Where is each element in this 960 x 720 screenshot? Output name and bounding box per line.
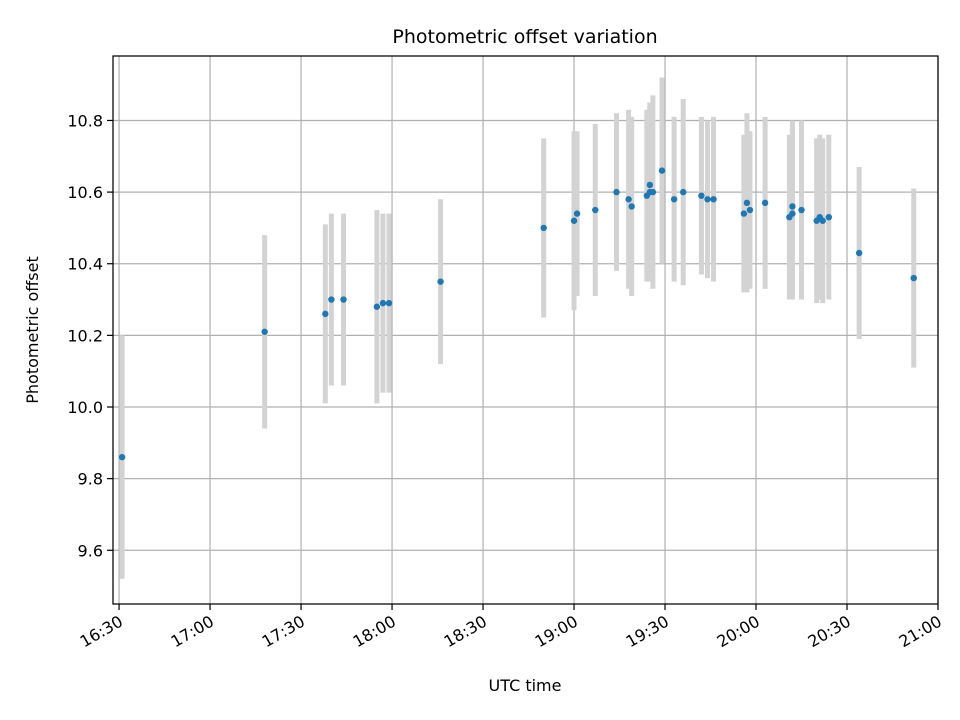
data-point xyxy=(789,203,796,210)
y-axis: 9.6 9.8 10.0 10.2 10.4 10.6 10.8 xyxy=(67,111,113,560)
data-point xyxy=(761,199,769,207)
plot-frame xyxy=(112,55,939,605)
data-point xyxy=(855,249,863,257)
data-point xyxy=(328,296,335,303)
data-points xyxy=(118,167,917,461)
x-axis-title: UTC time xyxy=(489,676,562,695)
data-point xyxy=(670,196,678,203)
data-point xyxy=(798,206,805,214)
y-tick-label: 10.2 xyxy=(67,326,103,345)
data-point xyxy=(704,196,711,203)
data-point xyxy=(322,310,329,318)
data-point xyxy=(613,188,620,196)
data-point xyxy=(379,299,387,307)
data-point xyxy=(819,217,826,224)
data-point xyxy=(658,167,666,174)
data-point xyxy=(825,213,833,221)
data-point xyxy=(740,210,748,217)
data-point xyxy=(646,181,654,189)
data-point xyxy=(118,453,126,461)
data-point xyxy=(789,210,796,217)
data-point xyxy=(573,210,581,217)
data-point xyxy=(340,296,347,303)
y-tick-label: 10.0 xyxy=(67,398,103,417)
y-tick-label: 9.6 xyxy=(78,541,103,560)
y-tick-label: 9.8 xyxy=(78,470,103,489)
data-point xyxy=(743,199,751,207)
y-tick-label: 10.6 xyxy=(67,183,103,202)
data-point xyxy=(628,203,635,210)
data-point xyxy=(649,188,657,196)
data-point xyxy=(710,196,717,203)
data-point xyxy=(540,224,547,232)
y-tick-label: 10.4 xyxy=(67,255,103,274)
data-point xyxy=(385,299,393,307)
data-point xyxy=(261,328,268,335)
data-point xyxy=(625,196,632,203)
data-point xyxy=(592,206,599,214)
data-point xyxy=(746,206,754,214)
data-point xyxy=(698,192,705,199)
data-point xyxy=(680,188,687,196)
y-axis-title: Photometric offset xyxy=(23,256,42,404)
data-point xyxy=(437,278,444,285)
data-point xyxy=(373,303,381,310)
y-tick-label: 10.8 xyxy=(67,111,103,130)
data-point xyxy=(910,274,917,282)
data-point xyxy=(570,217,578,224)
chart-title: Photometric offset variation xyxy=(392,26,657,48)
